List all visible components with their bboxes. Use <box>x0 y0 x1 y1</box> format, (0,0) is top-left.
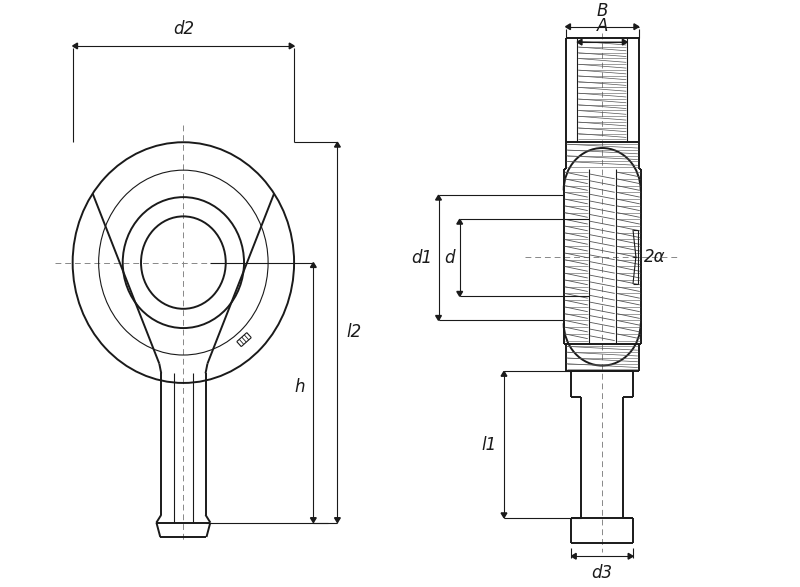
Polygon shape <box>622 39 627 45</box>
Polygon shape <box>566 24 570 29</box>
Polygon shape <box>334 142 340 147</box>
Polygon shape <box>290 43 294 49</box>
Text: d: d <box>444 249 455 266</box>
Polygon shape <box>73 43 78 49</box>
Text: A: A <box>597 18 608 35</box>
Text: l2: l2 <box>346 323 362 342</box>
Polygon shape <box>310 518 316 522</box>
Polygon shape <box>457 220 462 224</box>
Polygon shape <box>436 316 442 321</box>
Text: d2: d2 <box>173 21 194 38</box>
Text: d3: d3 <box>592 564 613 582</box>
Polygon shape <box>436 195 442 200</box>
Polygon shape <box>501 372 507 376</box>
Polygon shape <box>310 262 316 268</box>
Polygon shape <box>334 518 340 522</box>
Polygon shape <box>634 24 638 29</box>
Text: B: B <box>597 2 608 20</box>
Text: l1: l1 <box>481 436 496 454</box>
Polygon shape <box>628 554 633 559</box>
Polygon shape <box>571 554 576 559</box>
Text: h: h <box>294 378 305 396</box>
Text: 2α: 2α <box>643 248 666 266</box>
Polygon shape <box>577 39 582 45</box>
Text: d1: d1 <box>412 249 433 266</box>
Polygon shape <box>501 513 507 518</box>
Polygon shape <box>457 292 462 296</box>
